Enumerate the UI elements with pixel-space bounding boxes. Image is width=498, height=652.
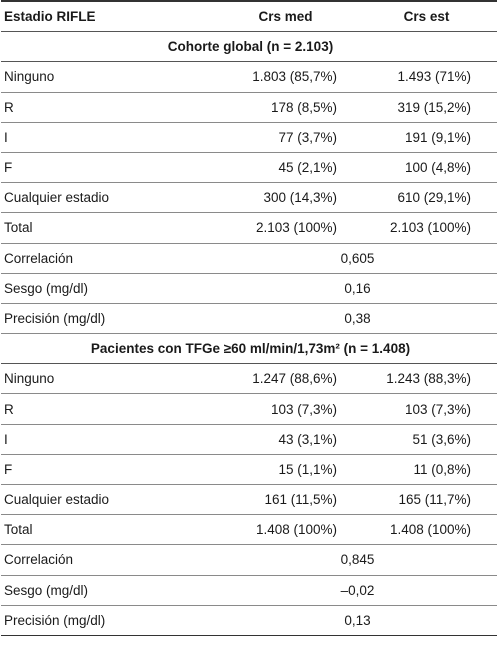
row-label: F [1, 152, 215, 184]
stat-row: Precisión (mg/dl) 0,38 [1, 303, 497, 335]
stat-label: Correlación [1, 544, 215, 576]
cell-crs-med: 1.247 (88,6%) [215, 363, 353, 395]
cell-crs-med: 1.408 (100%) [215, 514, 353, 546]
table-row: Ninguno 1.803 (85,7%) 1.493 (71%) [1, 61, 497, 93]
table-row: Total 2.103 (100%) 2.103 (100%) [1, 212, 497, 244]
cell-crs-est: 191 (9,1%) [353, 122, 497, 153]
row-label: Ninguno [1, 363, 215, 395]
cell-crs-med: 161 (11,5%) [215, 484, 353, 516]
cell-crs-est: 319 (15,2%) [353, 92, 497, 123]
row-label: Total [1, 212, 215, 244]
row-label: Total [1, 514, 215, 546]
header-crs-med: Crs med [215, 0, 353, 33]
cell-crs-est: 51 (3,6%) [353, 424, 497, 455]
row-label: Ninguno [1, 61, 215, 93]
stat-row: Sesgo (mg/dl) –0,02 [1, 575, 497, 606]
header-row: Estadio RIFLE Crs med Crs est [1, 0, 497, 33]
stat-label: Precisión (mg/dl) [1, 605, 215, 636]
row-label: R [1, 92, 215, 123]
cell-crs-med: 300 (14,3%) [215, 182, 353, 214]
header-stage: Estadio RIFLE [1, 0, 215, 33]
table-row: F 15 (1,1%) 11 (0,8%) [1, 454, 497, 486]
row-label: R [1, 393, 215, 425]
cell-crs-med: 1.803 (85,7%) [215, 61, 353, 93]
table-row: R 178 (8,5%) 319 (15,2%) [1, 92, 497, 123]
cell-crs-med: 178 (8,5%) [215, 92, 353, 123]
stat-value: –0,02 [215, 575, 497, 606]
cell-crs-med: 15 (1,1%) [215, 454, 353, 486]
cell-crs-est: 165 (11,7%) [353, 484, 497, 516]
stat-row: Precisión (mg/dl) 0,13 [1, 605, 497, 636]
table-row: F 45 (2,1%) 100 (4,8%) [1, 152, 497, 184]
cell-crs-est: 11 (0,8%) [353, 454, 497, 486]
cell-crs-est: 1.243 (88,3%) [353, 363, 497, 395]
table-row: Cualquier estadio 300 (14,3%) 610 (29,1%… [1, 182, 497, 214]
stat-label: Sesgo (mg/dl) [1, 273, 215, 304]
cell-crs-med: 45 (2,1%) [215, 152, 353, 184]
cell-crs-est: 1.493 (71%) [353, 61, 497, 93]
section-title: Cohorte global (n = 2.103) [1, 31, 497, 63]
cell-crs-med: 43 (3,1%) [215, 424, 353, 455]
table-row: I 43 (3,1%) 51 (3,6%) [1, 424, 497, 455]
table-row: I 77 (3,7%) 191 (9,1%) [1, 122, 497, 153]
cell-crs-est: 2.103 (100%) [353, 212, 497, 244]
cell-crs-est: 100 (4,8%) [353, 152, 497, 184]
stat-value: 0,38 [215, 303, 497, 335]
cell-crs-med: 2.103 (100%) [215, 212, 353, 244]
stat-value: 0,16 [215, 273, 497, 304]
cell-crs-est: 103 (7,3%) [353, 393, 497, 425]
table-row: Cualquier estadio 161 (11,5%) 165 (11,7%… [1, 484, 497, 516]
stat-label: Precisión (mg/dl) [1, 303, 215, 335]
section-title-row: Pacientes con TFGe ≥60 ml/min/1,73m² (n … [1, 333, 497, 365]
stat-label: Sesgo (mg/dl) [1, 575, 215, 606]
row-label: I [1, 424, 215, 455]
row-label: Cualquier estadio [1, 182, 215, 214]
cell-crs-med: 77 (3,7%) [215, 122, 353, 153]
stat-value: 0,605 [215, 243, 497, 274]
table-row: Total 1.408 (100%) 1.408 (100%) [1, 514, 497, 546]
stat-row: Correlación 0,845 [1, 544, 497, 576]
cell-crs-est: 610 (29,1%) [353, 182, 497, 214]
stat-value: 0,845 [215, 544, 497, 576]
stat-row: Correlación 0,605 [1, 243, 497, 274]
stat-value: 0,13 [215, 605, 497, 636]
table-row: Ninguno 1.247 (88,6%) 1.243 (88,3%) [1, 363, 497, 395]
row-label: F [1, 454, 215, 486]
row-label: Cualquier estadio [1, 484, 215, 516]
row-label: I [1, 122, 215, 153]
header-crs-est: Crs est [353, 0, 497, 33]
rifle-table: Estadio RIFLE Crs med Crs est Cohorte gl… [1, 0, 497, 636]
cell-crs-est: 1.408 (100%) [353, 514, 497, 546]
stat-row: Sesgo (mg/dl) 0,16 [1, 273, 497, 304]
stat-label: Correlación [1, 243, 215, 274]
section-title-row: Cohorte global (n = 2.103) [1, 31, 497, 63]
table-row: R 103 (7,3%) 103 (7,3%) [1, 393, 497, 425]
cell-crs-med: 103 (7,3%) [215, 393, 353, 425]
section-title: Pacientes con TFGe ≥60 ml/min/1,73m² (n … [1, 333, 497, 365]
